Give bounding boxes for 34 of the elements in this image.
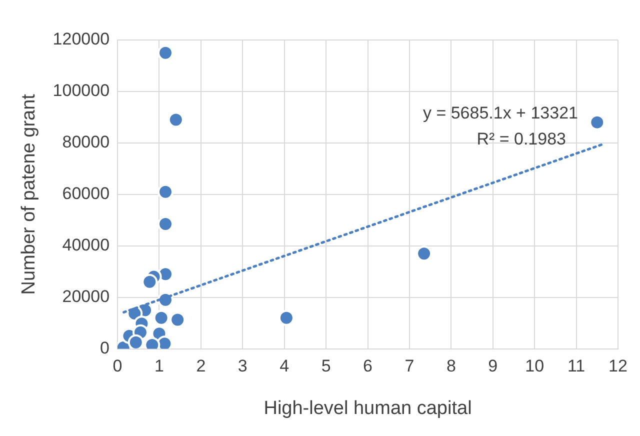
y-tick-label: 60000 [62, 184, 110, 204]
point [142, 274, 158, 290]
y-tick-label: 100000 [52, 81, 110, 100]
y-tick-label: 120000 [52, 30, 110, 49]
y-tick-label: 40000 [62, 236, 110, 255]
point [168, 112, 184, 128]
point [157, 44, 174, 61]
point [153, 310, 170, 326]
x-tick-label: 3 [238, 356, 248, 376]
x-tick-label: 10 [525, 356, 544, 376]
x-tick-label: 2 [196, 356, 206, 376]
y-axis-title: Number of patene grant [18, 93, 40, 295]
x-axis-title: High-level human capital [264, 398, 472, 419]
y-tick-label: 20000 [62, 287, 110, 306]
annotation: y = 5685.1x + 13321 [422, 104, 578, 123]
point [128, 334, 144, 349]
x-tick-label: 12 [608, 356, 628, 376]
x-tick-label: 8 [446, 356, 456, 376]
x-tick-label: 11 [567, 356, 586, 376]
point [589, 114, 606, 130]
x-tick-label: 0 [112, 356, 122, 376]
x-tick-label: 7 [404, 356, 414, 376]
point [157, 184, 174, 200]
x-tick-label: 4 [280, 356, 290, 376]
x-tick-label: 5 [321, 356, 331, 376]
point [278, 310, 294, 326]
y-tick-label: 0 [100, 338, 110, 358]
x-tick-label: 6 [363, 356, 372, 376]
x-tick-label: 9 [488, 356, 498, 376]
point [170, 312, 186, 328]
y-tick-label: 80000 [62, 132, 110, 152]
point [416, 246, 432, 262]
x-tick-label: 1 [154, 356, 164, 376]
annotation: R² = 0.1983 [476, 130, 566, 149]
